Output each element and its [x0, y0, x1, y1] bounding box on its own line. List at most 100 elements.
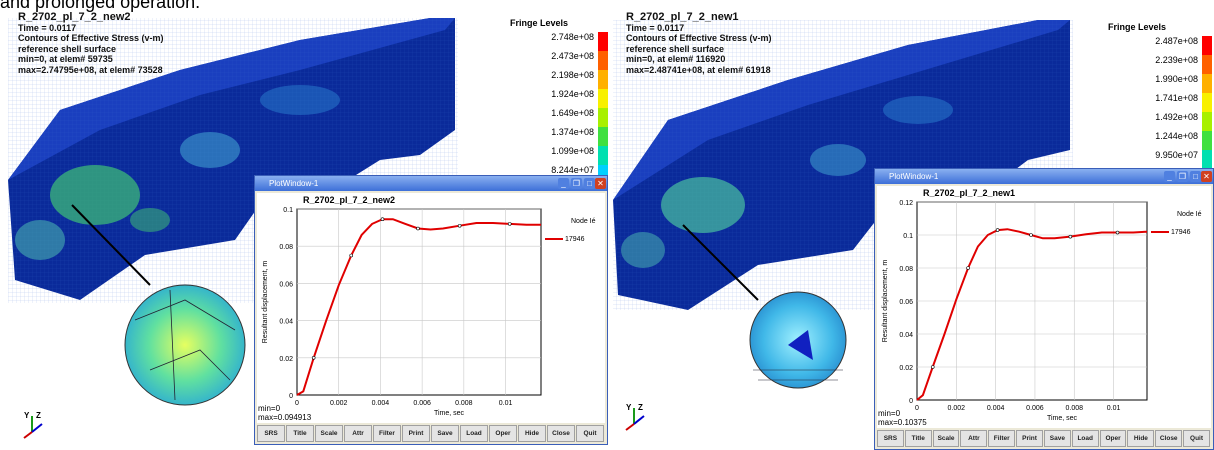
svg-text:Z: Z: [638, 403, 643, 412]
plot-area: R_2702_pl_7_2_new2 0 0.002 0.004 0.006 0.008 0…: [257, 193, 605, 423]
time-line: Time = 0.0117: [18, 23, 164, 34]
plot-title: R_2702_pl_7_2_new1: [923, 188, 1015, 198]
max-value: max=2.48741e+08, at elem# 61918: [626, 65, 772, 76]
series-point: [350, 254, 353, 257]
series-point: [967, 267, 970, 270]
fringe-level-label: 1.741e+08: [1155, 93, 1198, 103]
fringe-color-swatch: [598, 51, 608, 70]
fringe-color-swatch: [598, 32, 608, 51]
plot-button-hide[interactable]: Hide: [1127, 430, 1154, 447]
fringe-level-label: 1.649e+08: [551, 108, 594, 118]
fringe-level: 1.099e+08: [510, 146, 610, 165]
y-tick-label: 0.06: [279, 281, 293, 288]
plot-button-title[interactable]: Title: [905, 430, 932, 447]
contour-header: R_2702_pl_7_2_new2 Time = 0.0117 Contour…: [18, 12, 164, 75]
plot-button-print[interactable]: Print: [1016, 430, 1043, 447]
plot-button-bar: SRS Title Scale Attr Filter Print Save Load Oper…: [877, 430, 1211, 447]
y-tick-label: 0.1: [283, 207, 293, 214]
footer-min: min=0: [258, 404, 311, 413]
series-point: [1069, 235, 1072, 238]
plot-button-bar: SRS Title Scale Attr Filter Print Save Load Oper…: [257, 425, 605, 442]
fringe-title: Fringe Levels: [510, 18, 610, 28]
plot-footer: min=0 max=0.10375: [878, 409, 927, 427]
fringe-level-label: 1.374e+08: [551, 127, 594, 137]
plot-window-titlebar[interactable]: PlotWindow-1 _ ❐ □ ✕: [255, 176, 607, 191]
plot-button-save[interactable]: Save: [1044, 430, 1071, 447]
x-tick-label: 0.01: [499, 400, 513, 407]
y-axis-label: Resultant displacement, m: [262, 261, 269, 344]
min-value: min=0, at elem# 116920: [626, 54, 772, 65]
plot-button-quit[interactable]: Quit: [576, 425, 604, 442]
close-icon[interactable]: ✕: [595, 178, 606, 189]
y-tick-label: 0: [289, 393, 293, 400]
fringe-level-label: 1.099e+08: [551, 146, 594, 156]
x-tick-label: 0.006: [413, 400, 431, 407]
series-point: [1116, 231, 1119, 234]
plot-button-scale[interactable]: Scale: [933, 430, 960, 447]
plot-button-srs[interactable]: SRS: [877, 430, 904, 447]
plot-window[interactable]: PlotWindow-1 _ ❐ □ ✕ R_2702_pl_7_2_new2 0…: [254, 175, 608, 445]
min-value: min=0, at elem# 59735: [18, 54, 164, 65]
plot-button-title[interactable]: Title: [286, 425, 314, 442]
plot-button-filter[interactable]: Filter: [373, 425, 401, 442]
fringe-level-label: 2.473e+08: [551, 51, 594, 61]
footer-min: min=0: [878, 409, 927, 418]
y-tick-label: 0.1: [903, 233, 913, 240]
surface-label: reference shell surface: [18, 44, 164, 55]
svg-text:Y: Y: [24, 411, 30, 420]
plot-button-close[interactable]: Close: [547, 425, 575, 442]
plot-window[interactable]: PlotWindow-1 _ ❐ □ ✕ R_2702_pl_7_2_new1 0…: [874, 168, 1214, 450]
series-point: [312, 356, 315, 359]
close-icon[interactable]: ✕: [1201, 171, 1212, 182]
minimize-icon[interactable]: _: [1164, 171, 1175, 182]
restore-icon[interactable]: ❐: [1177, 171, 1188, 182]
y-tick-label: 0.02: [899, 365, 913, 372]
fringe-level: 2.748e+08: [510, 32, 610, 51]
model-name: R_2702_pl_7_2_new1: [626, 12, 772, 23]
fringe-color-swatch: [1202, 112, 1212, 131]
plot-area: R_2702_pl_7_2_new1 0 0.002 0.004 0.006 0.008 0…: [877, 186, 1211, 428]
y-tick-label: 0.04: [899, 332, 913, 339]
panel-left: R_2702_pl_7_2_new2 Time = 0.0117 Contour…: [0, 0, 610, 450]
plot-button-oper[interactable]: Oper: [1100, 430, 1127, 447]
x-tick-label: 0.004: [987, 405, 1005, 412]
fringe-level: 1.924e+08: [510, 89, 610, 108]
maximize-icon[interactable]: □: [584, 178, 595, 189]
fringe-color-swatch: [1202, 150, 1212, 169]
minimize-icon[interactable]: _: [558, 178, 569, 189]
fringe-level: 9.950e+07: [1108, 150, 1214, 169]
plot-button-load[interactable]: Load: [460, 425, 488, 442]
fringe-title: Fringe Levels: [1108, 22, 1214, 32]
plot-button-save[interactable]: Save: [431, 425, 459, 442]
fringe-color-swatch: [598, 89, 608, 108]
plot-button-attr[interactable]: Attr: [960, 430, 987, 447]
contour-header: R_2702_pl_7_2_new1 Time = 0.0117 Contour…: [626, 12, 772, 75]
plot-button-print[interactable]: Print: [402, 425, 430, 442]
legend-header: Node Ié: [1177, 211, 1202, 218]
maximize-icon[interactable]: □: [1190, 171, 1201, 182]
series-point: [381, 218, 384, 221]
plot-button-attr[interactable]: Attr: [344, 425, 372, 442]
plot-svg: R_2702_pl_7_2_new10 0.002 0.004 0.006 0.008 0…: [877, 186, 1213, 426]
plot-button-srs[interactable]: SRS: [257, 425, 285, 442]
plot-button-scale[interactable]: Scale: [315, 425, 343, 442]
legend-header: Node Ié: [571, 218, 596, 225]
restore-icon[interactable]: ❐: [571, 178, 582, 189]
svg-text:Y: Y: [626, 403, 632, 412]
plot-button-close[interactable]: Close: [1155, 430, 1182, 447]
plot-button-quit[interactable]: Quit: [1183, 430, 1210, 447]
x-tick-label: 0.004: [372, 400, 390, 407]
panel-right: R_2702_pl_7_2_new1 Time = 0.0117 Contour…: [608, 0, 1214, 450]
x-axis-label: Time, sec: [1047, 415, 1078, 422]
plot-window-titlebar[interactable]: PlotWindow-1 _ ❐ □ ✕: [875, 169, 1213, 184]
series-point: [996, 229, 999, 232]
fringe-color-swatch: [598, 127, 608, 146]
plot-button-hide[interactable]: Hide: [518, 425, 546, 442]
y-tick-label: 0.02: [279, 356, 293, 363]
plot-button-load[interactable]: Load: [1072, 430, 1099, 447]
x-tick-label: 0.002: [948, 405, 966, 412]
plot-button-oper[interactable]: Oper: [489, 425, 517, 442]
plot-button-filter[interactable]: Filter: [988, 430, 1015, 447]
y-tick-label: 0.08: [279, 244, 293, 251]
zoom-detail: [125, 285, 245, 405]
